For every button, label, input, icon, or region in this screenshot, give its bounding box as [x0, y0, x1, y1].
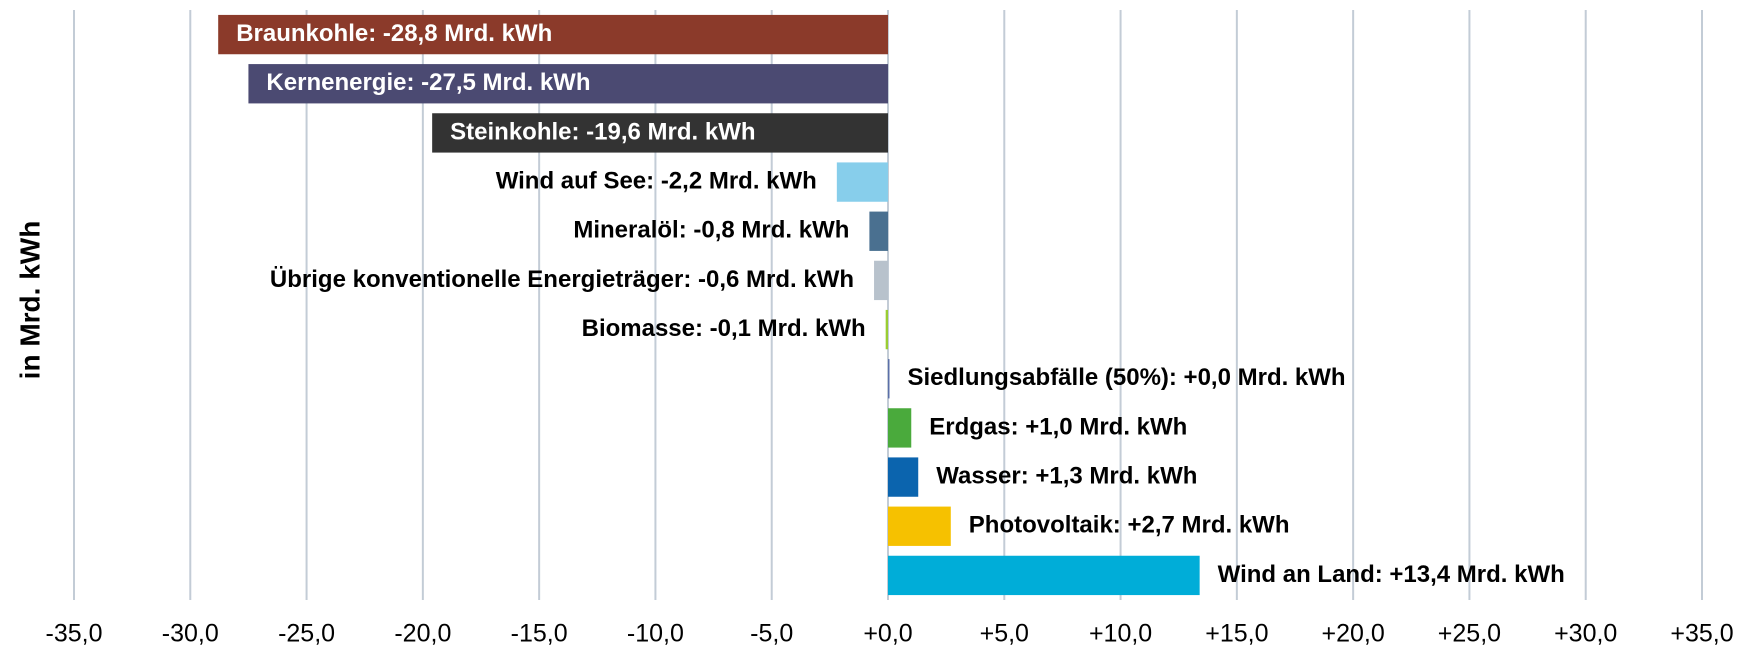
y-axis-label: in Mrd. kWh: [14, 221, 45, 380]
x-tick-label: +25,0: [1438, 620, 1501, 648]
data-label: Kernenergie: -27,5 Mrd. kWh: [266, 69, 590, 96]
x-tick-label: +10,0: [1089, 620, 1152, 648]
x-tick-label: +35,0: [1670, 620, 1733, 648]
x-tick-label: -20,0: [394, 620, 451, 648]
x-tick-label: -30,0: [162, 620, 219, 648]
bar: [888, 506, 951, 546]
data-label: Braunkohle: -28,8 Mrd. kWh: [236, 20, 552, 47]
bar: [248, 64, 888, 104]
x-tick-label: +5,0: [980, 620, 1029, 648]
data-label: Photovoltaik: +2,7 Mrd. kWh: [969, 512, 1290, 539]
x-tick-label: +30,0: [1554, 620, 1617, 648]
x-tick-label: -5,0: [750, 620, 793, 648]
bar: [885, 309, 888, 350]
bar: [432, 113, 888, 153]
data-label: Übrige konventionelle Energieträger: -0,…: [270, 266, 854, 293]
x-tick-label: -35,0: [46, 620, 103, 648]
data-label: Siedlungsabfälle (50%): +0,0 Mrd. kWh: [908, 364, 1346, 391]
x-tick-label: -15,0: [511, 620, 568, 648]
bar: [888, 408, 912, 448]
x-tick-label: -25,0: [278, 620, 335, 648]
bar: [874, 260, 888, 301]
data-label: Wind auf See: -2,2 Mrd. kWh: [496, 167, 817, 194]
bar: [218, 14, 889, 55]
bar: [869, 211, 888, 251]
bar: [836, 162, 888, 202]
x-tick-label: +0,0: [863, 620, 912, 648]
data-label: Steinkohle: -19,6 Mrd. kWh: [450, 118, 755, 145]
bar: [888, 359, 890, 399]
x-tick-label: +20,0: [1322, 620, 1385, 648]
data-label: Mineralöl: -0,8 Mrd. kWh: [573, 217, 849, 244]
data-label: Biomasse: -0,1 Mrd. kWh: [582, 315, 866, 342]
bar: [888, 457, 919, 497]
data-label: Wind an Land: +13,4 Mrd. kWh: [1218, 561, 1565, 588]
data-label: Wasser: +1,3 Mrd. kWh: [936, 462, 1197, 489]
bar: [888, 555, 1200, 596]
data-label: Erdgas: +1,0 Mrd. kWh: [929, 413, 1187, 440]
x-tick-label: -10,0: [627, 620, 684, 648]
x-tick-label: +15,0: [1205, 620, 1268, 648]
